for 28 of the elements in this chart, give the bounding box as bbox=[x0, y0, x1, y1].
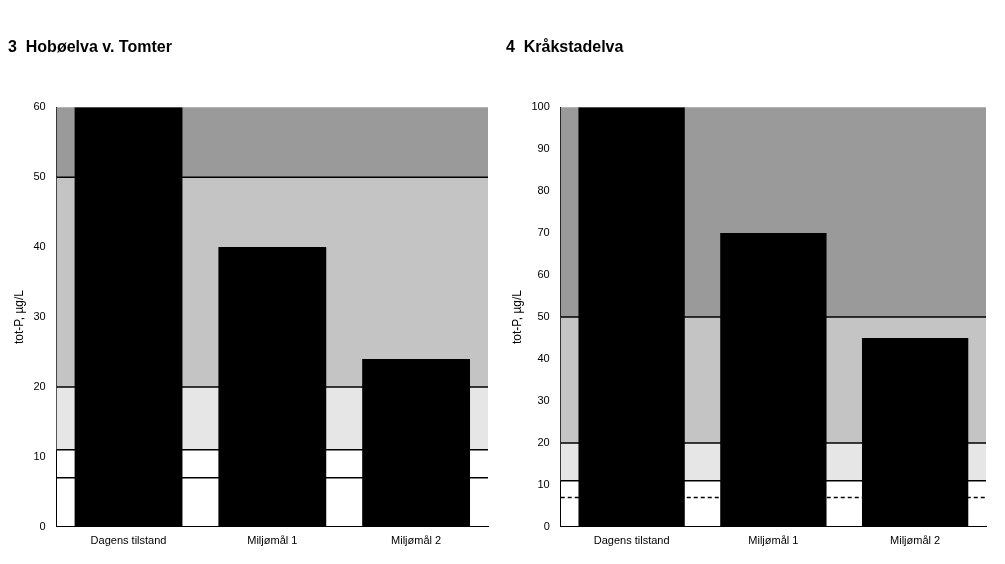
y-tick-label: 90 bbox=[537, 142, 550, 155]
x-tick-label: Dagens tilstand bbox=[90, 534, 167, 547]
y-tick-label: 0 bbox=[543, 519, 550, 532]
x-tick-label: Dagens tilstand bbox=[593, 534, 670, 547]
y-tick-label: 80 bbox=[537, 184, 550, 197]
y-tick-label: 10 bbox=[33, 449, 46, 462]
y-tick-label: 100 bbox=[531, 100, 550, 113]
y-axis-title: tot-P, µg/L bbox=[11, 289, 26, 345]
y-tick-label: 20 bbox=[33, 379, 46, 392]
y-tick-label: 40 bbox=[537, 351, 550, 364]
x-tick-label: Miljømål 2 bbox=[391, 534, 442, 547]
y-tick-label: 10 bbox=[537, 477, 550, 490]
y-tick-label: 60 bbox=[537, 268, 550, 281]
y-tick-label: 50 bbox=[33, 170, 46, 183]
y-tick-label: 30 bbox=[33, 310, 46, 323]
y-tick-label: 30 bbox=[537, 393, 550, 406]
y-axis-title: tot-P, µg/L bbox=[509, 289, 524, 345]
y-tick-label: 20 bbox=[537, 435, 550, 448]
y-tick-label: 50 bbox=[537, 310, 550, 323]
x-tick-label: Miljømål 1 bbox=[748, 534, 799, 547]
y-tick-label: 0 bbox=[39, 519, 46, 532]
x-tick-label: Miljømål 2 bbox=[890, 534, 941, 547]
y-tick-label: 40 bbox=[33, 240, 46, 253]
chart-title: 3 Hobøelva v. Tomter bbox=[8, 38, 172, 56]
y-tick-label: 60 bbox=[33, 100, 46, 113]
chart-title: 4 Kråkstadelva bbox=[506, 38, 624, 56]
x-tick-label: Miljømål 1 bbox=[247, 534, 298, 547]
y-tick-label: 70 bbox=[537, 226, 550, 239]
